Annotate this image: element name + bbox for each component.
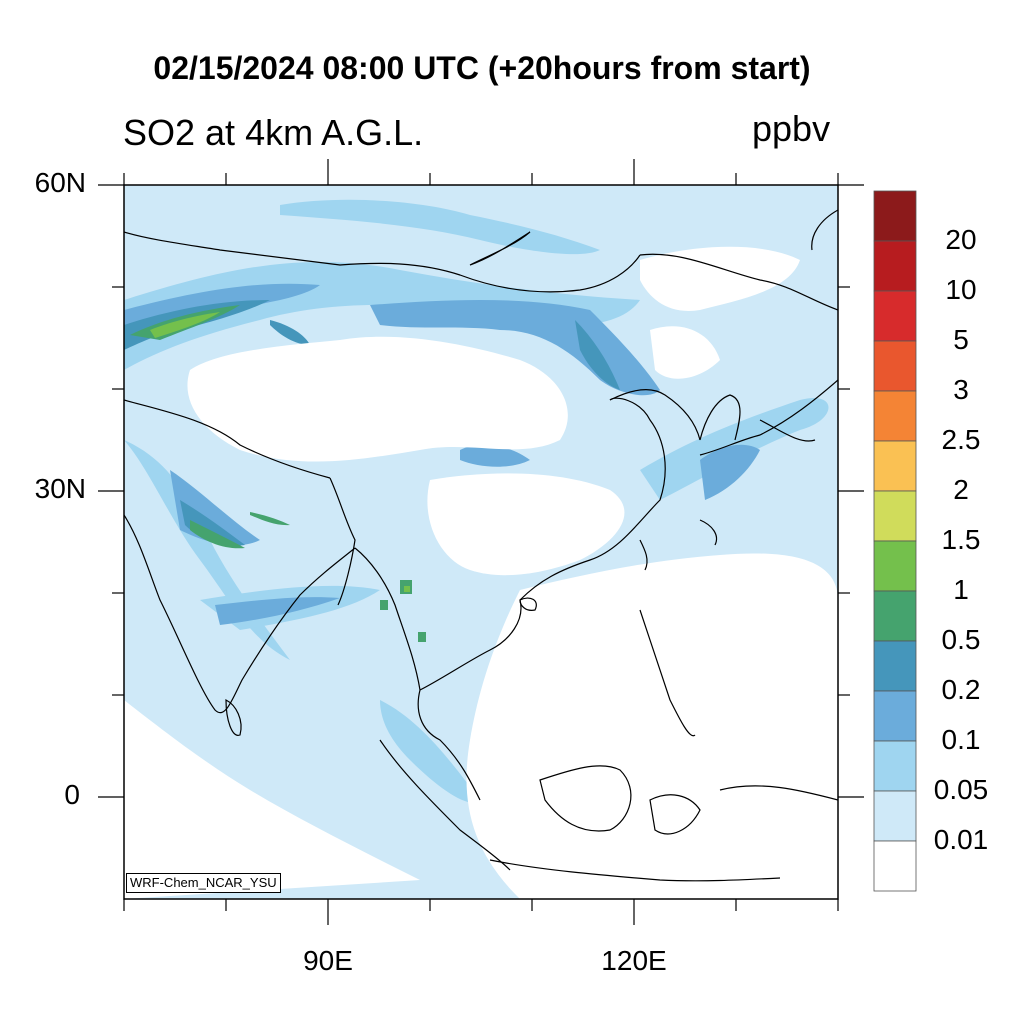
colorbar-segment [873, 490, 917, 542]
colorbar-label: 1 [953, 574, 969, 605]
colorbar-segment [873, 840, 917, 892]
concentration-field [124, 185, 838, 899]
x-label-90e: 90E [303, 945, 353, 976]
colorbar-segment [873, 590, 917, 642]
colorbar-label: 3 [953, 374, 969, 405]
field-1 [150, 312, 410, 592]
map-title: 02/15/2024 08:00 UTC (+20hours from star… [153, 50, 811, 86]
y-label-0: 0 [64, 779, 80, 810]
colorbar-segment [873, 440, 917, 492]
colorbar-segment [873, 690, 917, 742]
x-label-120e: 120E [601, 945, 667, 976]
colorbar-label: 1.5 [941, 524, 981, 555]
colorbar-label: 2.5 [941, 424, 981, 455]
units-label: ppbv [752, 108, 831, 149]
colorbar-segment [873, 340, 917, 392]
colorbar-segment [873, 540, 917, 592]
colorbar-segment [873, 740, 917, 792]
colorbar-label: 0.01 [933, 824, 989, 855]
colorbar-label: 2 [953, 474, 969, 505]
colorbar-label: 0.2 [941, 674, 981, 705]
coastlines [124, 209, 838, 882]
colorbar-segment [873, 390, 917, 442]
colorbar-label: 5 [953, 324, 969, 355]
colorbar-segment [873, 290, 917, 342]
colorbar-segment [873, 190, 917, 242]
colorbar-label: 20 [945, 224, 977, 255]
field-below-0.01 [124, 246, 838, 899]
colorbar-label: 0.5 [941, 624, 981, 655]
colorbar-segment [873, 640, 917, 692]
y-label-30n: 30N [34, 473, 86, 504]
colorbar-segment [873, 790, 917, 842]
y-label-60n: 60N [34, 167, 86, 198]
colorbar-label: 0.05 [933, 774, 989, 805]
model-tag: WRF-Chem_NCAR_YSU [126, 873, 281, 893]
tick-marks [98, 159, 864, 925]
map-frame [123, 184, 839, 900]
variable-label: SO2 at 4km A.G.L. [123, 112, 424, 153]
colorbar-segment [873, 240, 917, 292]
colorbar-label: 10 [945, 274, 977, 305]
colorbar-label: 0.1 [941, 724, 981, 755]
colorbar [873, 190, 917, 892]
